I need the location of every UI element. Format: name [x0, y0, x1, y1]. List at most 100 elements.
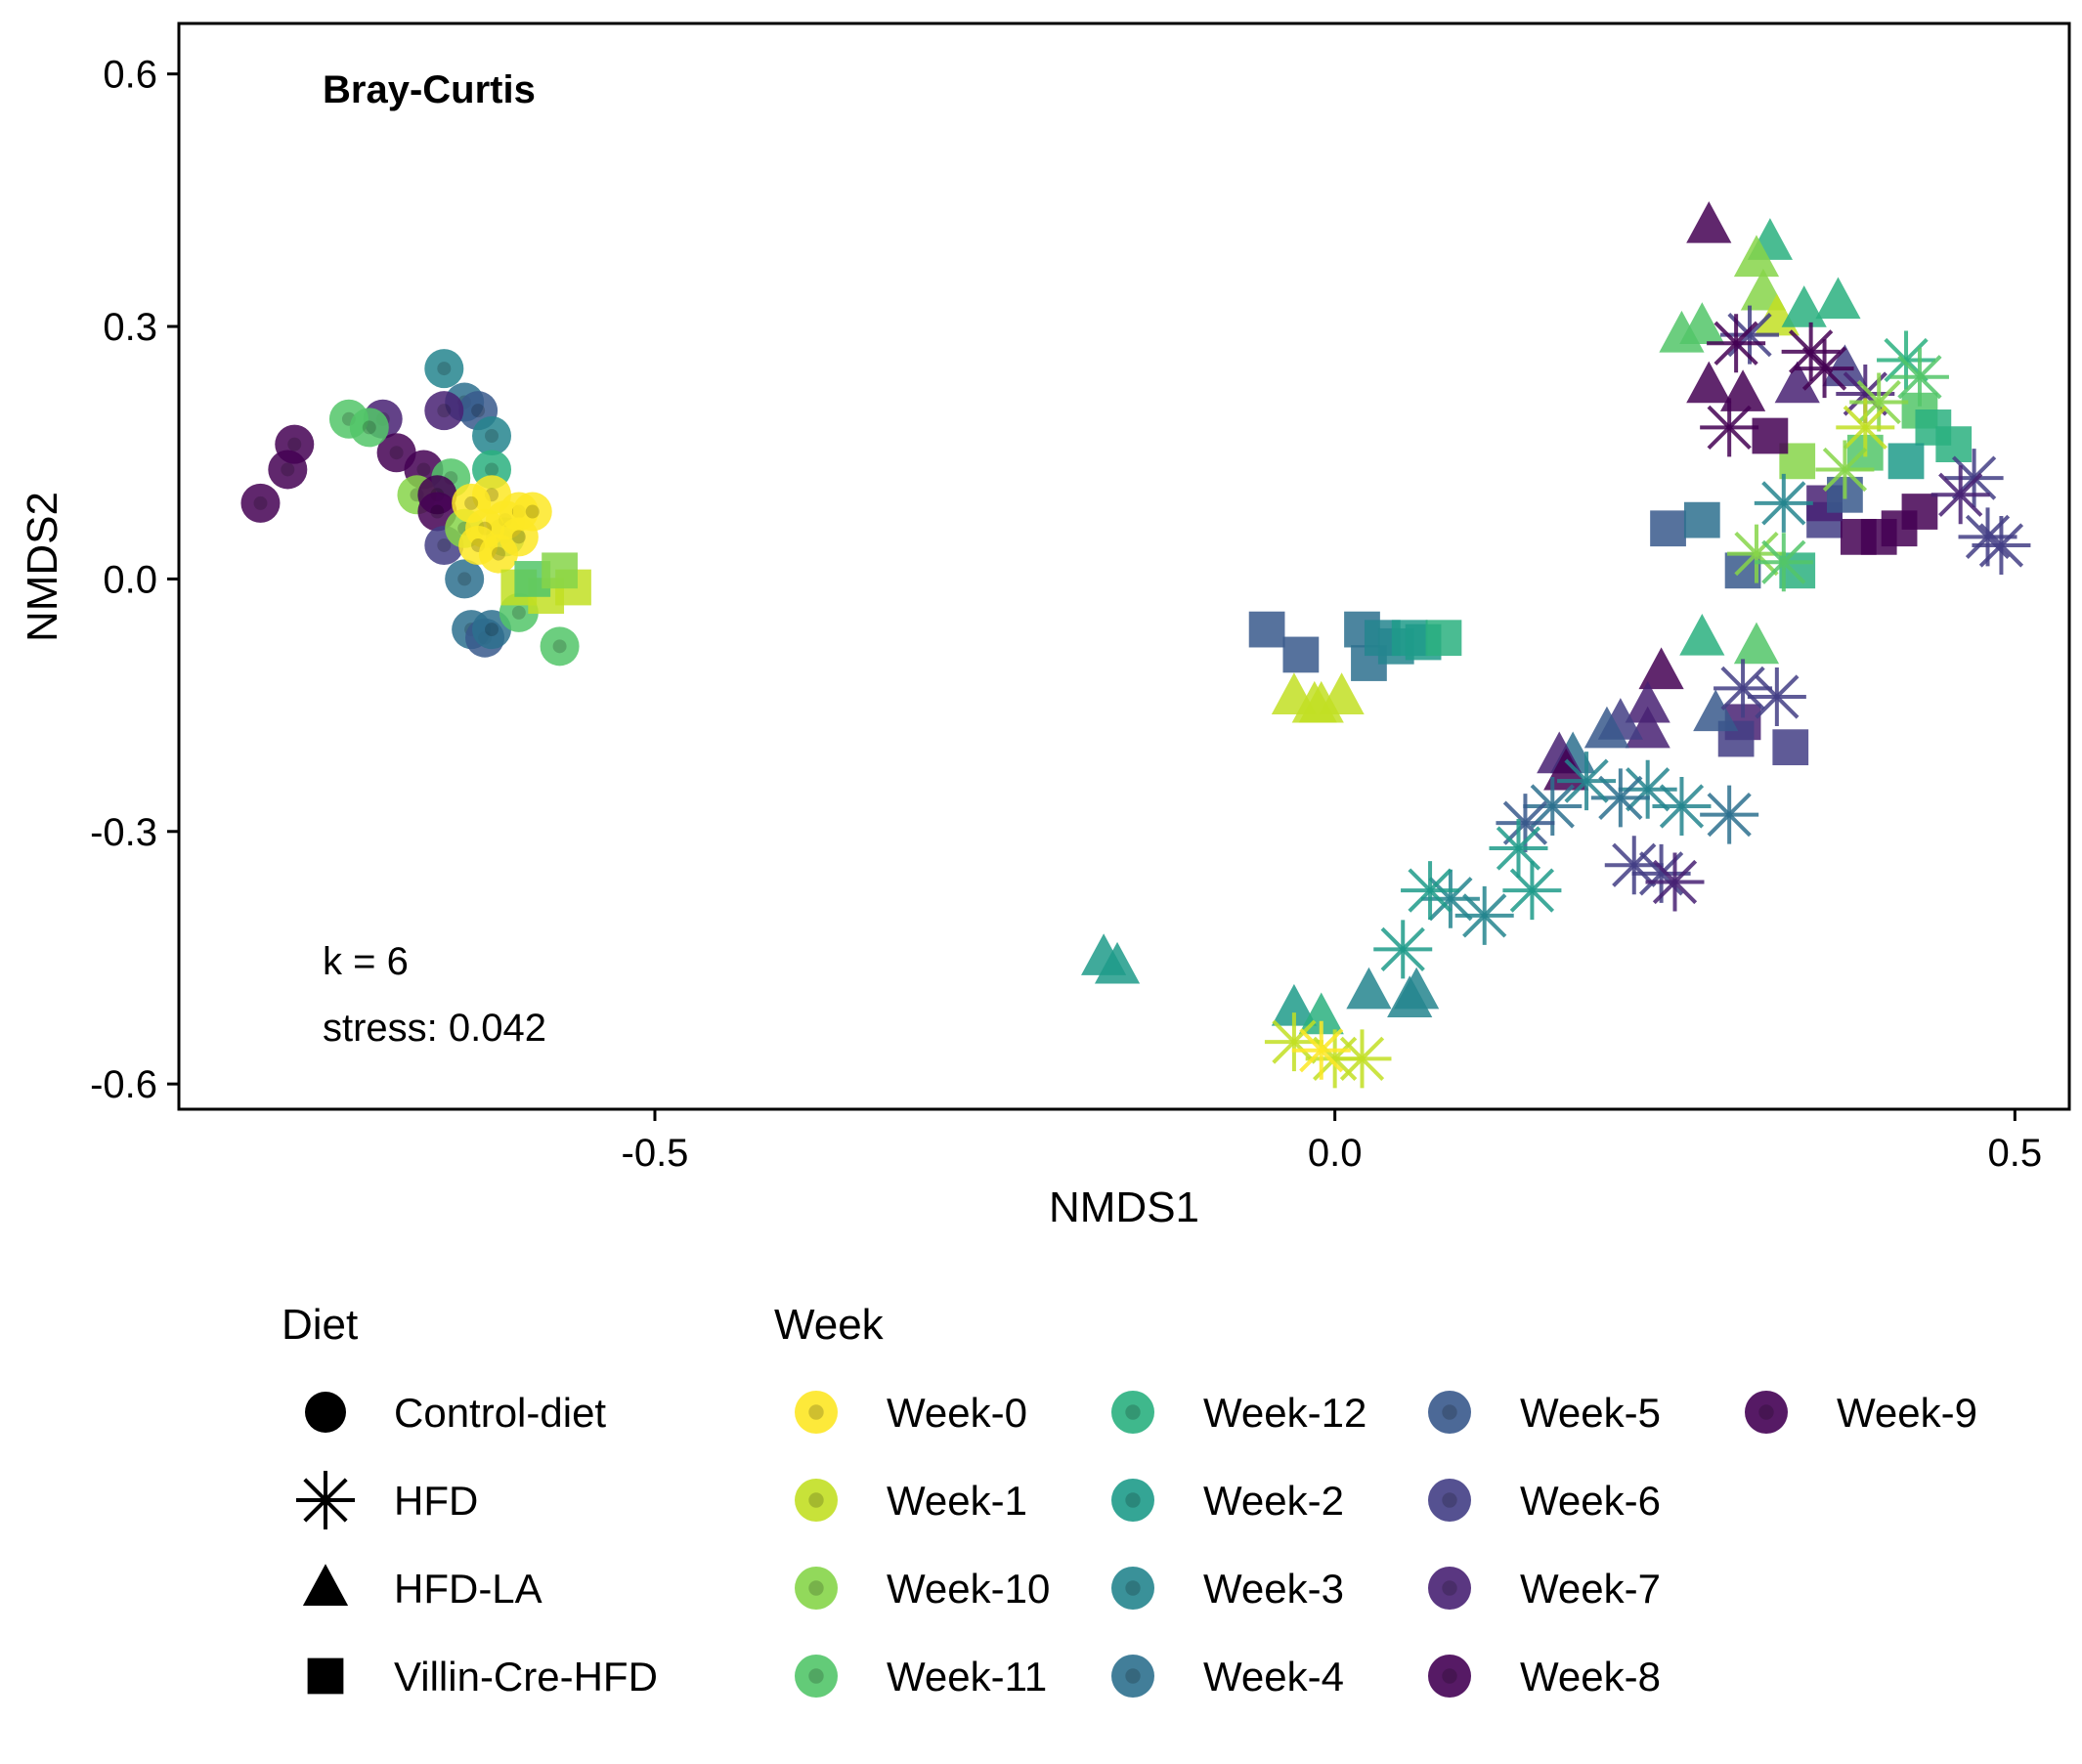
legend-week-label: Week-2: [1203, 1478, 1344, 1524]
plot-panel-border: [177, 22, 2071, 1111]
legend-week-key: [795, 1655, 838, 1698]
legend-week-label: Week-9: [1837, 1390, 1977, 1436]
data-point-hfd-la-week-11: [1679, 302, 1725, 345]
legend-diet: Diet Control-diet HFD HFD-LA Villin-Cre-HFD: [282, 1301, 658, 1699]
x-axis: -0.5 0.0 0.5: [622, 1109, 2043, 1175]
x-tick-label: 0.0: [1308, 1132, 1363, 1175]
legend-week-label: Week-1: [887, 1478, 1027, 1524]
data-point-control-diet-week-3: [424, 349, 464, 389]
data-point-hfd-la-week-8: [1638, 647, 1684, 690]
x-axis-label: NMDS1: [1049, 1183, 1199, 1231]
legend-diet-title: Diet: [282, 1301, 358, 1349]
legend-diet-label: HFD: [394, 1478, 478, 1524]
data-point-control-diet-week-3: [472, 416, 512, 456]
legend-week-key: [1428, 1479, 1471, 1522]
data-point-villin-cre-hfd-week-5: [1282, 636, 1320, 673]
legend-week-item: Week-0: [795, 1390, 1027, 1436]
y-tick-label: -0.3: [90, 811, 157, 854]
data-point-hfd-week-2: [1489, 819, 1548, 879]
data-point-hfd-la-week-12: [1679, 613, 1725, 656]
data-point-hfd-week-12: [1877, 330, 1936, 390]
legend-week-title: Week: [774, 1301, 885, 1349]
legend-week-label: Week-3: [1203, 1566, 1344, 1612]
data-point-hfd-week-6: [1747, 667, 1806, 726]
legend-week-item: Week-10: [795, 1566, 1050, 1612]
points-layer: [240, 200, 2031, 1089]
data-point-villin-cre-hfd-week-12: [1425, 620, 1462, 657]
data-point-hfd-week-2: [1502, 861, 1562, 921]
legend-week-item: Week-7: [1428, 1566, 1661, 1612]
data-point-hfd-week-2: [1373, 920, 1433, 979]
data-point-hfd-week-6: [1604, 836, 1664, 895]
legend-week-label: Week-5: [1520, 1390, 1661, 1436]
legend-diet-key-square: [307, 1657, 344, 1695]
data-point-hfd-week-7: [1645, 852, 1705, 912]
legend-week-item: Week-6: [1428, 1478, 1661, 1524]
legend-diet-key-triangle: [302, 1564, 349, 1606]
annotation-k: k = 6: [323, 940, 409, 983]
data-point-hfd-week-8: [1795, 339, 1854, 399]
legend-week-key: [1111, 1567, 1154, 1610]
legend-diet-label: HFD-LA: [394, 1566, 542, 1612]
data-point-hfd-la-week-2: [1271, 983, 1318, 1026]
legend-week-item: Week-8: [1428, 1654, 1661, 1699]
legend-week-item: Week-9: [1745, 1390, 1977, 1436]
legend-week-item: Week-2: [1111, 1478, 1344, 1524]
data-point-villin-cre-hfd-week-2: [1887, 443, 1925, 480]
legend-week-item: Week-3: [1111, 1566, 1344, 1612]
data-point-hfd-week-6: [1972, 515, 2031, 575]
legend-week-label: Week-12: [1203, 1390, 1366, 1436]
legend-week-item: Week-5: [1428, 1390, 1661, 1436]
legend-diet-key-asterisk: [296, 1471, 355, 1529]
data-point-hfd-week-7: [1930, 465, 1990, 525]
data-point-villin-cre-hfd-week-5: [1650, 510, 1686, 547]
x-tick-label: 0.5: [1988, 1132, 2043, 1175]
legend-week-label: Week-8: [1520, 1654, 1661, 1699]
legend-week-key: [1111, 1391, 1154, 1434]
legend-week-key: [1111, 1655, 1154, 1698]
data-point-villin-cre-hfd-week-8: [1901, 494, 1938, 530]
data-point-villin-cre-hfd-week-6: [1772, 729, 1809, 766]
legend-week-key: [795, 1391, 838, 1434]
data-point-hfd-la-week-3: [1394, 967, 1440, 1010]
y-tick-label: 0.6: [103, 54, 157, 97]
data-point-villin-cre-hfd-week-4: [1683, 501, 1720, 538]
data-point-villin-cre-hfd-week-9: [1752, 417, 1789, 454]
legend-week-item: Week-12: [1111, 1390, 1366, 1436]
chart-title: Bray-Curtis: [323, 68, 536, 111]
data-point-control-diet-week-0: [512, 492, 552, 532]
legend-diet-key-circle: [305, 1392, 346, 1433]
legend-week-label: Week-6: [1520, 1478, 1661, 1524]
data-point-hfd-week-10: [1815, 440, 1875, 499]
data-point-hfd-week-11: [1754, 533, 1813, 592]
data-point-hfd-week-6: [1713, 659, 1773, 718]
legend-diet-item: Villin-Cre-HFD: [307, 1654, 658, 1699]
data-point-hfd-week-3: [1454, 885, 1514, 945]
data-point-hfd-week-3: [1652, 776, 1712, 836]
legend-week-item: Week-4: [1111, 1654, 1344, 1699]
legend-week-label: Week-0: [887, 1390, 1027, 1436]
data-point-hfd-la-week-2: [1094, 941, 1141, 984]
data-point-hfd-la-week-1: [1319, 672, 1365, 714]
data-point-hfd-week-3: [1557, 752, 1617, 811]
data-point-hfd-week-1: [1332, 1029, 1392, 1089]
data-point-control-diet-week-0: [478, 534, 518, 574]
legend-diet-item: Control-diet: [305, 1390, 606, 1436]
data-point-control-diet-week-11: [540, 626, 580, 667]
data-point-hfd-week-6: [1944, 449, 2004, 508]
legend-week-label: Week-7: [1520, 1566, 1661, 1612]
legend-week-key: [1111, 1479, 1154, 1522]
data-point-control-diet-week-7: [424, 391, 464, 431]
legend-diet-label: Villin-Cre-HFD: [394, 1654, 658, 1699]
data-point-hfd-week-3: [1754, 473, 1813, 533]
legend-week: Week Week-0 Week-1 Week-10 Week-11 Week-12 We…: [774, 1301, 1977, 1699]
legend-week-key: [1428, 1391, 1471, 1434]
data-point-hfd-la-week-1: [1291, 680, 1337, 723]
data-point-hfd-week-4: [1590, 768, 1650, 828]
data-point-control-diet-week-8: [240, 483, 281, 523]
legend-diet-item: HFD: [296, 1471, 478, 1529]
legend-week-key: [795, 1479, 838, 1522]
data-point-hfd-week-0: [1291, 1020, 1351, 1080]
data-point-hfd-week-11: [1889, 347, 1949, 407]
